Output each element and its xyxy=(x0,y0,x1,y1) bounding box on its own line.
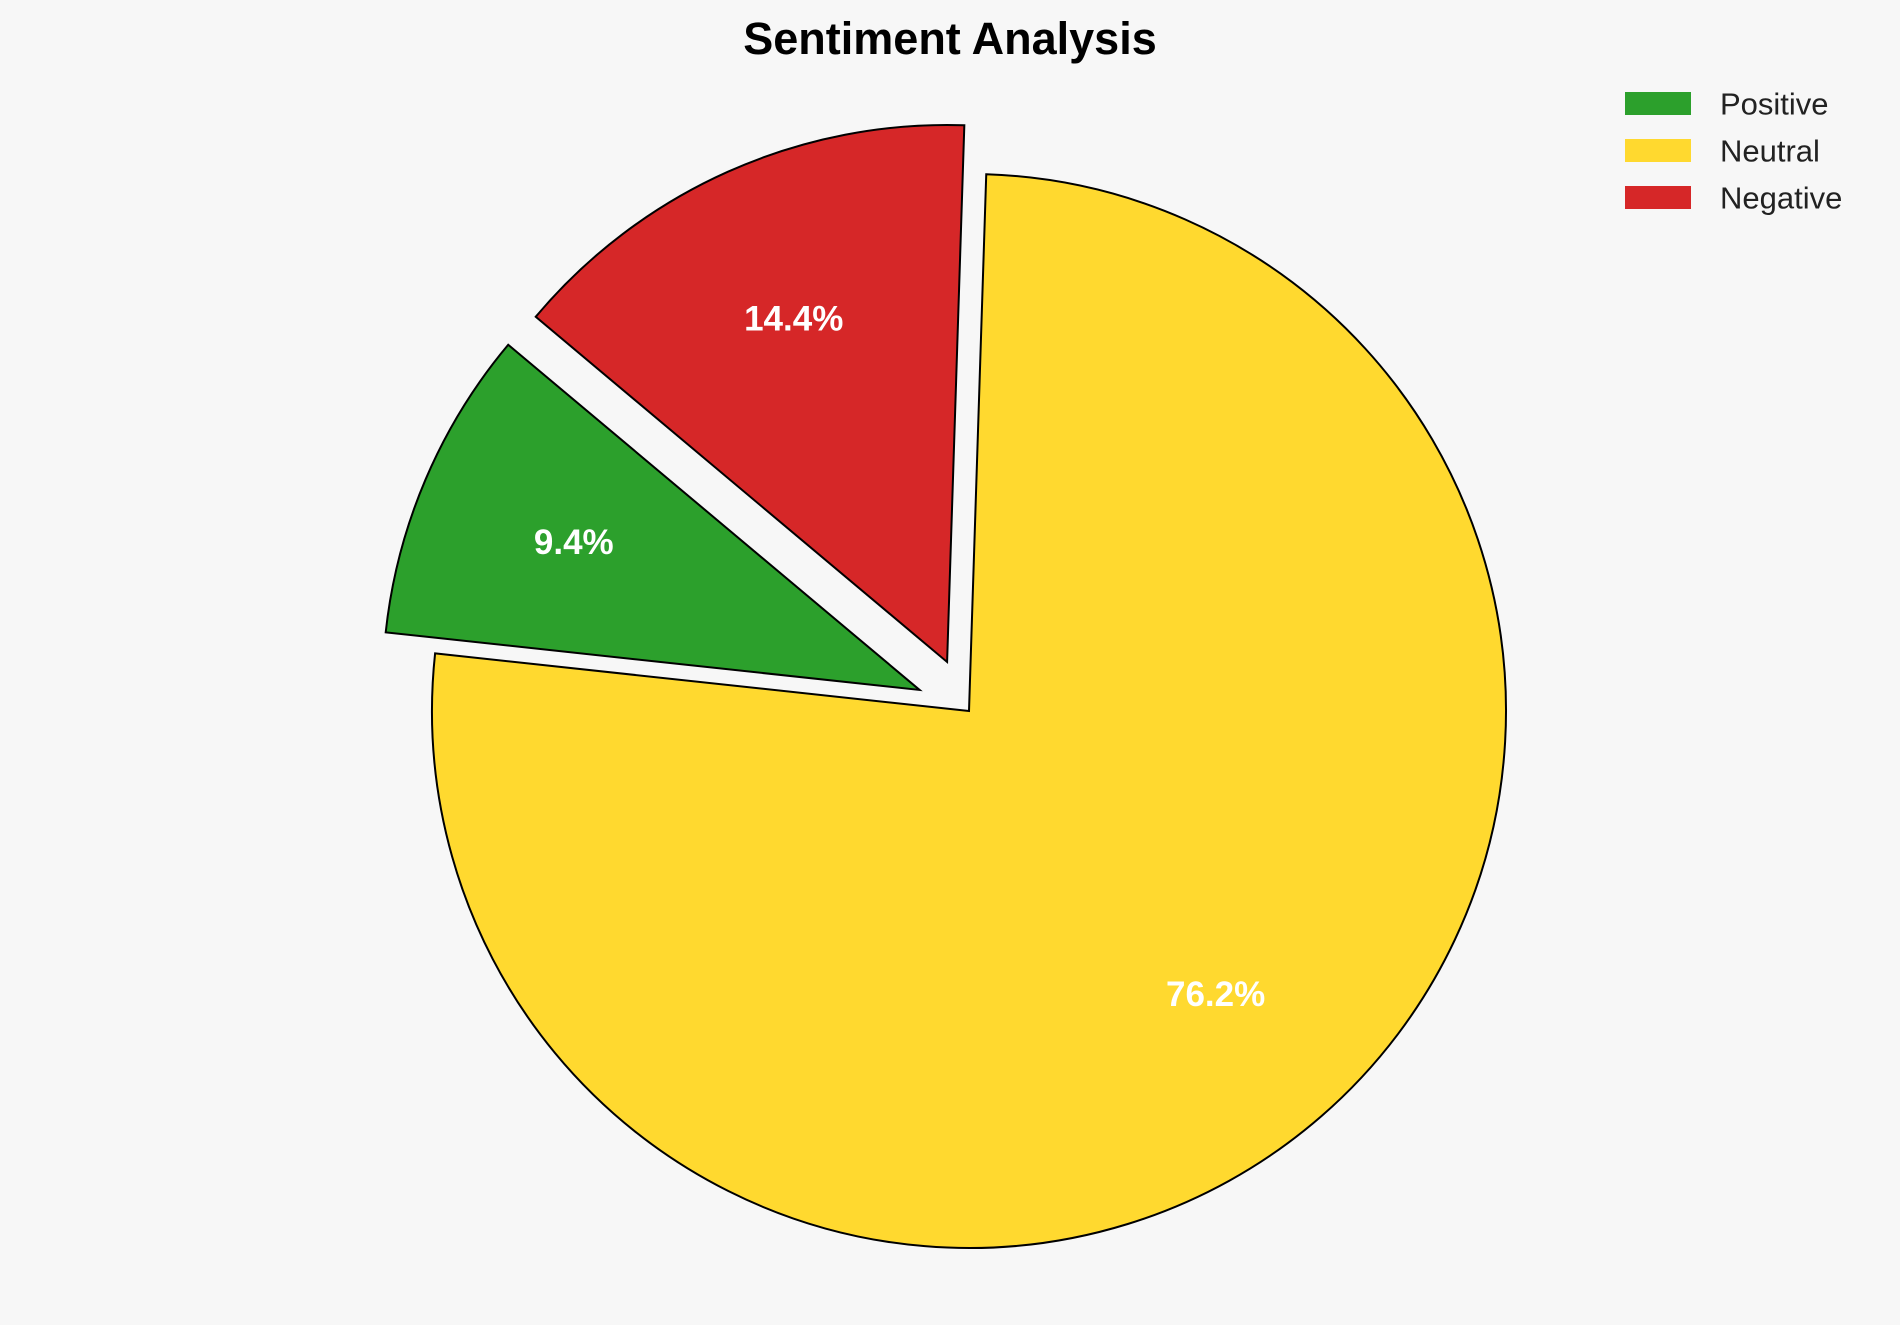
legend-swatch-negative xyxy=(1625,186,1691,209)
pie-labels: 9.4% 76.2% 14.4% xyxy=(534,299,1265,1014)
legend-swatch-neutral xyxy=(1625,139,1691,162)
legend-label-neutral: Neutral xyxy=(1720,134,1820,169)
legend-label-negative: Negative xyxy=(1720,181,1842,216)
pie-slices xyxy=(384,123,1507,1249)
pie-slice-negative xyxy=(534,123,966,665)
pie-label-neutral: 76.2% xyxy=(1166,975,1265,1014)
chart-title: Sentiment Analysis xyxy=(743,13,1156,64)
legend-label-positive: Positive xyxy=(1720,87,1829,122)
legend: Positive Neutral Negative xyxy=(1625,87,1842,216)
pie-slice-positive xyxy=(384,343,923,692)
legend-swatch-positive xyxy=(1625,92,1691,115)
pie-label-positive: 9.4% xyxy=(534,523,614,562)
pie-slice-neutral xyxy=(431,173,1507,1249)
pie-label-negative: 14.4% xyxy=(744,299,843,338)
